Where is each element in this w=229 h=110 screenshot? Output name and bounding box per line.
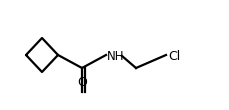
Text: NH: NH	[106, 50, 124, 62]
Text: Cl: Cl	[167, 50, 180, 62]
Text: O: O	[77, 76, 87, 89]
